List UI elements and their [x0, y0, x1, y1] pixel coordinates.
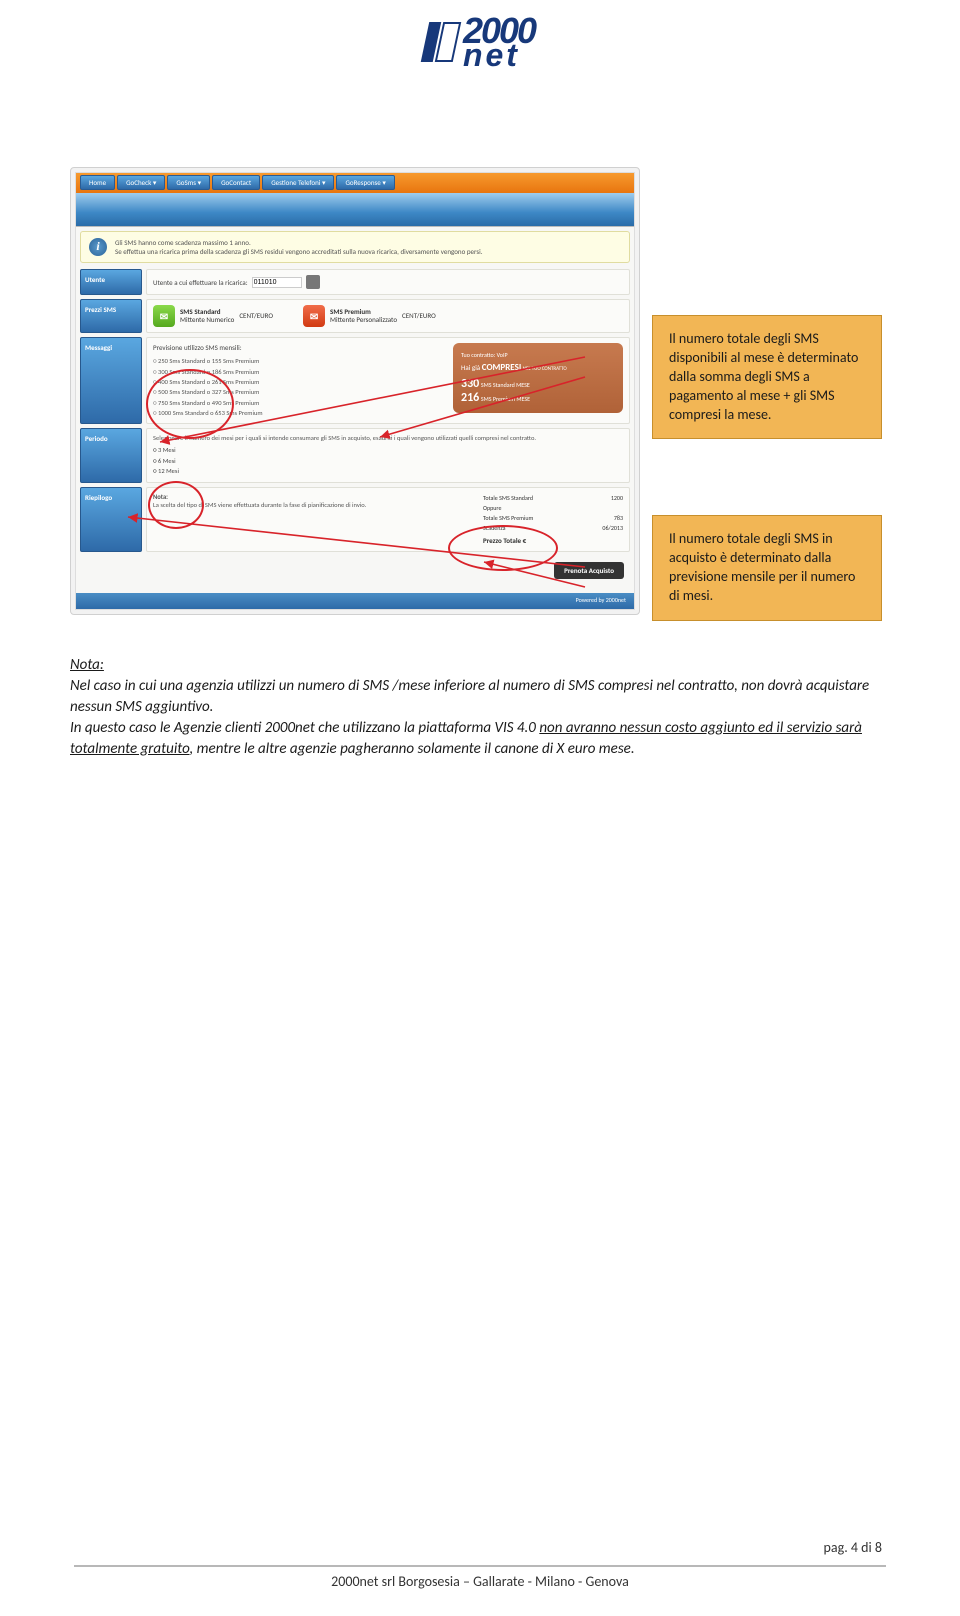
riep-k: Totale SMS Premium — [483, 514, 533, 522]
info-line2: Se effettua una ricarica prima della sca… — [115, 247, 482, 256]
embedded-screenshot: Home GoCheck ▾ GoSms ▾ GoContact Gestion… — [70, 167, 640, 615]
period-opt[interactable]: 3 Mesi — [153, 445, 623, 455]
plan-prem-price: CENT/EURO — [402, 312, 436, 320]
period-opt[interactable]: 6 Mesi — [153, 456, 623, 466]
buy-button[interactable]: Prenota Acquisto — [554, 562, 624, 579]
sms-premium-icon: ✉ — [303, 305, 325, 327]
radio-opt[interactable]: 300 Sms Standard o 186 Sms Premium — [153, 367, 445, 377]
footer-text: 2000net srl Borgosesia – Gallarate - Mil… — [331, 1573, 629, 1590]
page-footer: 2000net srl Borgosesia – Gallarate - Mil… — [74, 1565, 886, 1590]
side-utente: Utente — [80, 269, 142, 295]
riep-note-text: La scelta del tipo di SMS viene effettua… — [153, 501, 473, 509]
included-t3: NEL TUO CONTRATTO — [523, 366, 567, 372]
plan-premium: ✉ SMS Premium Mittente Personalizzato CE… — [303, 305, 436, 327]
search-button[interactable] — [306, 275, 320, 289]
screenshot-nav: Home GoCheck ▾ GoSms ▾ GoContact Gestion… — [76, 173, 634, 193]
summary-table: Totale SMS Standard 1200 Oppure Totale SM… — [483, 493, 623, 546]
screenshot-footer: Powered by 2000net — [76, 593, 634, 609]
sms-radio-list: 250 Sms Standard o 155 Sms Premium 300 S… — [153, 356, 445, 418]
msg-title: Previsione utilizzo SMS mensili: — [153, 343, 445, 352]
info-box: i Gli SMS hanno come scadenza massimo 1 … — [80, 231, 630, 263]
included-t1: Hai già — [461, 363, 480, 372]
callout-1: Il numero totale degli SMS disponibili a… — [652, 315, 882, 439]
main-content: Home GoCheck ▾ GoSms ▾ GoContact Gestion… — [0, 167, 960, 760]
included-line1: Tuo contratto: VoIP — [461, 351, 615, 359]
riep-v: 783 — [614, 514, 623, 522]
riep-note-label: Nota: — [153, 493, 473, 501]
header-logo: 2000 net — [0, 0, 960, 97]
plan-std-price: CENT/EURO — [239, 312, 273, 320]
logo-mark-icon — [425, 22, 457, 62]
included-v2: 216 — [461, 391, 479, 405]
riep-k: Scadenza — [483, 524, 506, 532]
callout-2: Il numero totale degli SMS in acquisto è… — [652, 515, 882, 621]
included-v2lbl: SMS Premium MESE — [481, 395, 530, 403]
radio-opt[interactable]: 500 Sms Standard o 327 Sms Premium — [153, 387, 445, 397]
period-desc: Selezionare il numero dei mesi per i qua… — [153, 434, 623, 442]
logo-text-bottom: net — [463, 44, 535, 67]
nav-item[interactable]: GoContact — [212, 175, 260, 190]
search-label: Utente a cui effettuare la ricarica: — [153, 278, 248, 287]
side-riepilogo: Riepilogo — [80, 487, 142, 552]
nav-item[interactable]: Home — [80, 175, 115, 190]
logo: 2000 net — [425, 18, 535, 67]
plan-std-sub: Mittente Numerico — [180, 316, 234, 324]
riep-v: 06/2013 — [602, 524, 623, 532]
period-opt[interactable]: 12 Mesi — [153, 466, 623, 476]
riep-v: 1200 — [611, 494, 623, 502]
info-line1: Gli SMS hanno come scadenza massimo 1 an… — [115, 238, 482, 247]
radio-opt[interactable]: 750 Sms Standard o 490 Sms Premium — [153, 398, 445, 408]
nav-item[interactable]: GoCheck ▾ — [117, 175, 165, 190]
side-prezzi: Prezzi SMS — [80, 299, 142, 333]
sms-standard-icon: ✉ — [153, 305, 175, 327]
included-v1: 330 — [461, 377, 479, 391]
info-icon: i — [89, 238, 107, 256]
included-box: Tuo contratto: VoIP Hai già COMPRESI NEL… — [453, 343, 623, 413]
note-paragraph-1: Nel caso in cui una agenzia utilizzi un … — [70, 676, 890, 718]
radio-opt[interactable]: 400 Sms Standard o 261 Sms Premium — [153, 377, 445, 387]
note-text-block: Nota: Nel caso in cui una agenzia utiliz… — [70, 655, 890, 760]
riep-k: Oppure — [483, 504, 501, 512]
screenshot-banner — [76, 193, 634, 227]
nav-item[interactable]: GoSms ▾ — [167, 175, 210, 190]
user-search: Utente a cui effettuare la ricarica: — [153, 275, 623, 289]
radio-opt[interactable]: 250 Sms Standard o 155 Sms Premium — [153, 356, 445, 366]
riep-k: Totale SMS Standard — [483, 494, 533, 502]
included-v1lbl: SMS Standard MESE — [481, 381, 530, 389]
nav-item[interactable]: Gestione Telefoni ▾ — [262, 175, 334, 190]
search-input[interactable] — [252, 277, 302, 288]
plan-prem-sub: Mittente Personalizzato — [330, 316, 397, 324]
side-messaggi: Messaggi — [80, 337, 142, 424]
note-label: Nota: — [70, 656, 104, 674]
included-t2: COMPRESI — [482, 362, 521, 373]
riep-total-k: Prezzo Totale € — [483, 536, 526, 545]
page-number: pag. 4 di 8 — [824, 1539, 882, 1556]
side-periodo: Periodo — [80, 428, 142, 482]
plan-standard: ✉ SMS Standard Mittente Numerico CENT/EU… — [153, 305, 273, 327]
radio-opt[interactable]: 1000 Sms Standard o 653 Sms Premium — [153, 408, 445, 418]
nav-item[interactable]: GoResponse ▾ — [336, 175, 394, 190]
note-paragraph-2: In questo caso le Agenzie clienti 2000ne… — [70, 718, 890, 760]
